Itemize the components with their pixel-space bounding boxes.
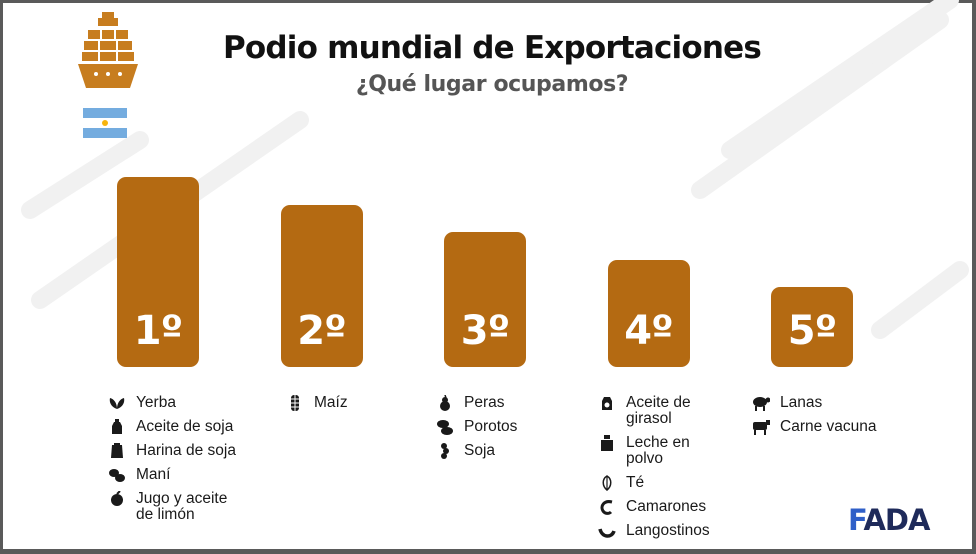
product-label: Yerba: [136, 394, 176, 411]
product-label: Camarones: [626, 498, 707, 515]
product-label: Peras: [464, 394, 505, 411]
list-item: Yerba: [108, 395, 236, 411]
product-label: Aceite de soja: [136, 418, 234, 435]
list-item: Peras: [436, 395, 517, 411]
prawn-icon: [598, 523, 616, 539]
podium-rank-label: 3º: [460, 308, 510, 354]
list-item: Porotos: [436, 419, 517, 435]
product-list-5: Lanas Carne vacuna: [752, 395, 877, 443]
product-label: Carne vacuna: [780, 418, 877, 435]
product-list-1: Yerba Aceite de soja Harina de soja Maní Jug…: [108, 395, 236, 531]
bean-icon: [436, 419, 454, 435]
list-item: Maní: [108, 467, 236, 483]
cargo-ship-icon: [78, 12, 138, 88]
soybean-icon: [436, 443, 454, 459]
cow-icon: [752, 419, 770, 435]
list-item: Langostinos: [598, 523, 710, 539]
fada-logo: FADA: [848, 503, 930, 537]
product-label: Maní: [136, 466, 171, 483]
product-label: Jugo y aceite de limón: [136, 490, 228, 523]
flour-sack-icon: [108, 443, 126, 459]
list-item: Jugo y aceite de limón: [108, 490, 236, 523]
product-list-4: Aceite de girasol Leche en polvo Té Camaron…: [598, 395, 710, 547]
podium-bar-4: [607, 259, 690, 367]
product-label: Aceite de girasol: [626, 394, 691, 427]
corn-icon: [286, 395, 304, 411]
podium-bar-3: [444, 232, 526, 367]
yerba-leaf-icon: [108, 395, 126, 411]
peanut-icon: [108, 467, 126, 483]
list-item: Soja: [436, 443, 517, 459]
product-label: Langostinos: [626, 522, 710, 539]
podium-bar-2: [280, 204, 363, 367]
podium-bar-5: [771, 287, 853, 367]
product-label: Harina de soja: [136, 442, 236, 459]
list-item: Carne vacuna: [752, 419, 877, 435]
list-item: Aceite de girasol: [598, 395, 710, 427]
podium-rank-label: 5º: [787, 308, 837, 354]
sheep-icon: [752, 395, 771, 411]
list-item: Maíz: [286, 395, 348, 411]
list-item: Leche en polvo: [598, 435, 710, 467]
podium-rank-label: 2º: [297, 308, 346, 354]
oil-bottle-icon: [108, 419, 126, 435]
lemon-icon: [108, 490, 126, 507]
list-item: Lanas: [752, 395, 877, 411]
podium-bar-1: [117, 177, 199, 367]
page-title: Podio mundial de Exportaciones: [222, 30, 762, 66]
list-item: Camarones: [598, 499, 710, 515]
product-label: Leche en polvo: [626, 434, 690, 467]
product-label: Té: [626, 474, 645, 491]
milk-powder-icon: [598, 435, 616, 451]
pear-icon: [436, 394, 454, 411]
argentina-flag: [83, 108, 127, 138]
product-label: Lanas: [780, 394, 823, 411]
sunflower-oil-icon: [598, 395, 616, 411]
list-item: Té: [598, 475, 710, 491]
podium-rank-label: 4º: [624, 308, 673, 354]
page-subtitle: ¿Qué lugar ocupamos?: [355, 72, 629, 97]
product-label: Maíz: [314, 394, 348, 411]
product-list-2: Maíz: [286, 395, 348, 419]
podium-rank-label: 1º: [133, 308, 183, 354]
product-label: Porotos: [464, 418, 518, 435]
product-label: Soja: [464, 442, 496, 459]
tea-leaf-icon: [598, 475, 616, 491]
list-item: Harina de soja: [108, 443, 236, 459]
list-item: Aceite de soja: [108, 419, 236, 435]
shrimp-icon: [598, 499, 616, 515]
product-list-3: Peras Porotos Soja: [436, 395, 517, 467]
